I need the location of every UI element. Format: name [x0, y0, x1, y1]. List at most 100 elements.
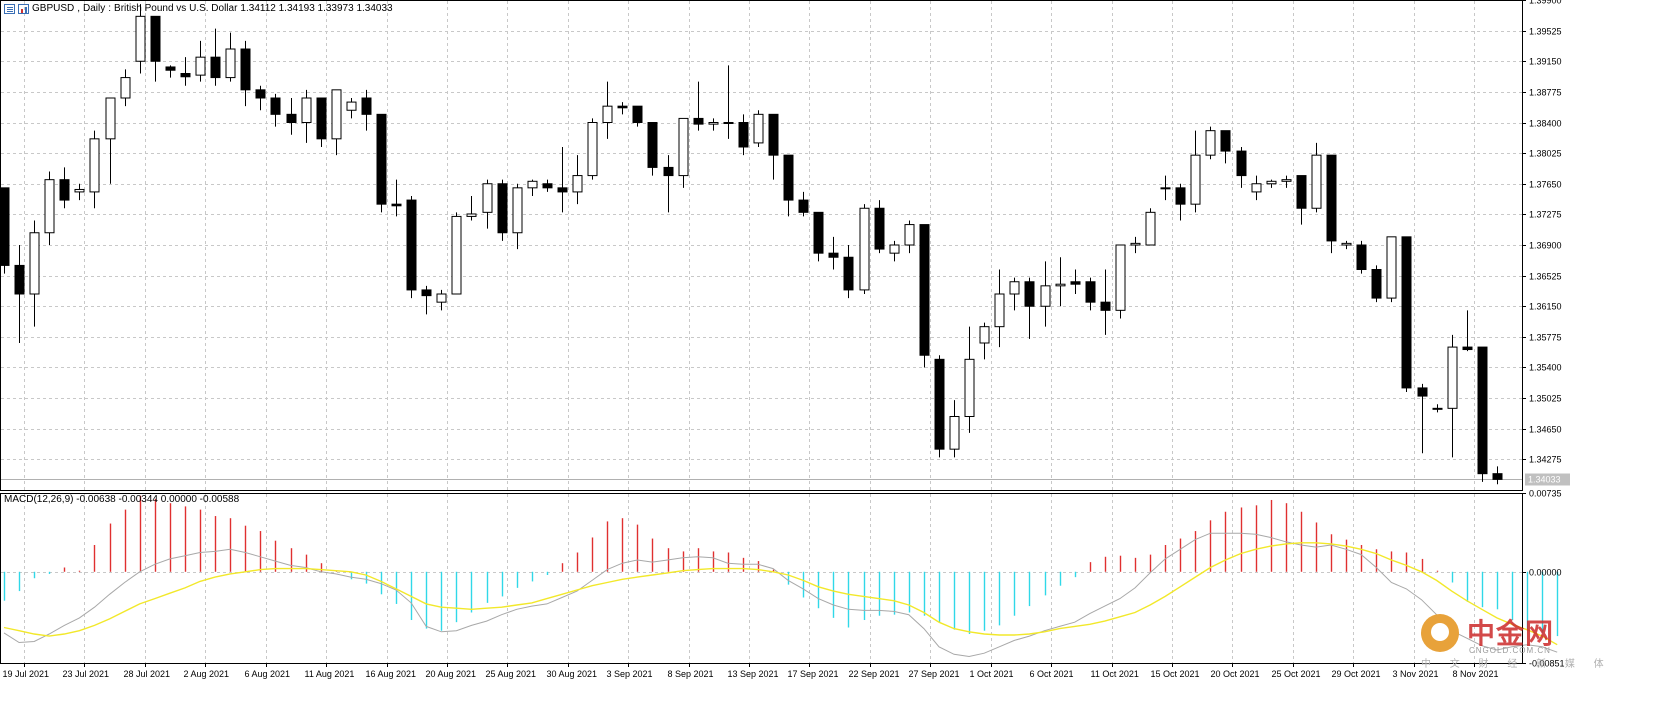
candle-bear — [59, 179, 70, 201]
macd-lines — [3, 532, 1558, 658]
candle-bull — [1341, 242, 1352, 246]
candle-bull — [1160, 187, 1171, 190]
candle-bull — [105, 97, 116, 140]
date-tick-label: 16 Aug 2021 — [366, 669, 417, 679]
date-tick-label: 23 Jul 2021 — [63, 669, 110, 679]
candle-bear — [768, 113, 779, 156]
candle-bull — [994, 293, 1005, 328]
candle-bull — [1145, 211, 1156, 246]
watermark-logo-icon — [1421, 614, 1459, 652]
chart-ohlc: 1.34112 1.34193 1.33973 1.34033 — [240, 3, 393, 14]
price-tick-label: 1.39150 — [1529, 57, 1562, 67]
date-tick-label: 20 Oct 2021 — [1211, 669, 1260, 679]
candle-bull — [301, 97, 312, 123]
candle-bull — [1386, 236, 1397, 299]
watermark: 中金网 CNGOLD.COM.CN 中 文 财 经 新 媒 体 — [1417, 610, 1657, 670]
candle-bear — [1085, 281, 1096, 303]
date-tick-label: 6 Oct 2021 — [1030, 669, 1074, 679]
macd-histogram — [3, 495, 1559, 637]
candle-bear — [150, 15, 161, 62]
candle-bear — [421, 289, 432, 297]
candle-bear — [738, 122, 749, 148]
candle-bear — [240, 48, 251, 91]
price-tick-label: 1.34275 — [1529, 455, 1562, 465]
macd-panel-frame — [0, 493, 1523, 664]
candle-bull — [135, 15, 146, 62]
chart-timeframe: Daily — [83, 3, 106, 14]
date-tick-label: 11 Aug 2021 — [305, 669, 355, 679]
candle-bear — [255, 89, 266, 99]
candle-bull — [1115, 244, 1126, 311]
candle-bear — [828, 252, 839, 258]
candle-bear — [542, 183, 553, 189]
candle-bull — [859, 207, 870, 291]
candle-bull — [1190, 154, 1201, 205]
price-tick-label: 1.39525 — [1529, 27, 1562, 37]
candle-bull — [602, 105, 613, 123]
macd-label: MACD(12,26,9) -0.00638 -0.00344 0.00000 … — [4, 494, 240, 505]
date-tick-label: 6 Aug 2021 — [245, 669, 291, 679]
candle-bear — [1477, 346, 1488, 475]
macd-tick-label: -0.00851 — [1529, 659, 1565, 669]
candle-bull — [512, 187, 523, 234]
candle-bear — [361, 97, 372, 115]
candle-bull — [1447, 346, 1458, 409]
candle-bear — [391, 203, 402, 207]
candle-bull — [120, 77, 131, 99]
candle-bear — [1492, 473, 1503, 480]
date-tick-label: 1 Oct 2021 — [970, 669, 1014, 679]
candle-bull — [1281, 179, 1292, 182]
list-icon[interactable] — [4, 3, 15, 14]
candle-bear — [843, 256, 854, 291]
candle-bull — [1009, 281, 1020, 295]
candle-bear — [919, 224, 930, 356]
price-tick-label: 1.36900 — [1529, 241, 1562, 251]
candle-bull — [753, 113, 764, 144]
current-price-label: 1.34033 — [1528, 475, 1561, 485]
candle-bear — [165, 66, 176, 71]
watermark-text: 中金网 — [1467, 618, 1555, 649]
date-tick-label: 19 Jul 2021 — [3, 669, 50, 679]
candle-bear — [934, 358, 945, 450]
candle-bull — [1311, 154, 1322, 209]
candle-bear — [798, 199, 809, 213]
candle-bear — [0, 187, 10, 266]
candle-bull — [949, 416, 960, 450]
candle-bull — [1432, 407, 1443, 410]
macd-tick-label: 0.00000 — [1529, 568, 1562, 578]
price-tick-label: 1.38775 — [1529, 88, 1562, 98]
candle-bear — [1220, 130, 1231, 152]
chart-header: GBPUSD, Daily: British Pound vs U.S. Dol… — [4, 3, 393, 14]
candle-bear — [617, 105, 628, 109]
candle-bear — [180, 73, 191, 78]
chart-description: British Pound vs U.S. Dollar — [114, 3, 238, 14]
candle-bull — [678, 117, 689, 177]
candle-bear — [1236, 150, 1247, 177]
candle-bear — [1417, 387, 1428, 397]
date-tick-label: 28 Jul 2021 — [124, 669, 171, 679]
candle-bear — [1175, 187, 1186, 205]
candle-bear — [376, 113, 387, 205]
date-tick-label: 22 Sep 2021 — [849, 669, 900, 679]
candle-bull — [74, 188, 85, 193]
candle-bull — [331, 89, 342, 140]
candle-bull — [346, 101, 357, 111]
date-tick-label: 8 Sep 2021 — [668, 669, 714, 679]
chart-symbol: GBPUSD — [32, 3, 75, 14]
date-tick-label: 30 Aug 2021 — [547, 669, 598, 679]
date-tick-label: 17 Sep 2021 — [788, 669, 839, 679]
candle-bear — [270, 97, 281, 115]
date-tick-label: 3 Sep 2021 — [607, 669, 653, 679]
candle-bear — [783, 154, 794, 201]
candle-bull — [1055, 283, 1066, 287]
date-tick-label: 11 Oct 2021 — [1091, 669, 1139, 679]
chart-window-icon[interactable] — [18, 3, 29, 14]
date-tick-label: 25 Aug 2021 — [486, 669, 537, 679]
candle-bull — [195, 56, 206, 76]
chart-axes: 1.39900 1.39525 1.39150 1.38775 1.38400 1.380… — [0, 0, 1570, 679]
candle-bull — [1251, 183, 1262, 193]
current-price-badge — [1525, 473, 1570, 486]
date-tick-label: 3 Nov 2021 — [1393, 669, 1439, 679]
candle-bear — [1401, 236, 1412, 389]
